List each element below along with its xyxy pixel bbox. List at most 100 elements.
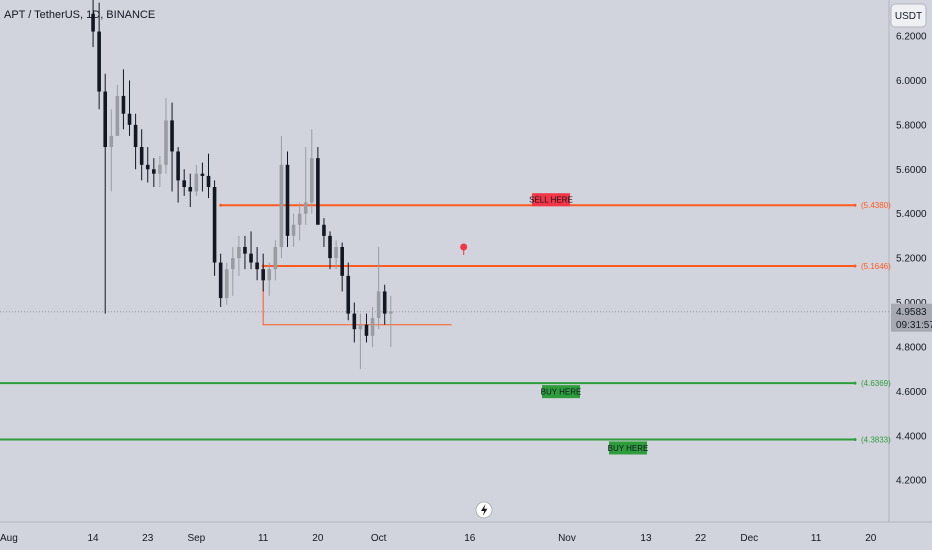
price-tick-label: 5.4000 [896, 209, 927, 220]
candle-body[interactable] [97, 31, 101, 92]
currency-button-label: USDT [895, 11, 922, 22]
level-anchor-dot [853, 381, 857, 385]
level-price-label: (5.4380) [861, 201, 891, 210]
time-tick-label: 23 [142, 533, 154, 544]
candle-body[interactable] [346, 275, 351, 314]
sell-here-tag[interactable] [532, 193, 570, 207]
price-tick-label: 6.2000 [896, 32, 927, 43]
time-tick-label: Nov [558, 533, 576, 544]
price-tick-label: 4.6000 [896, 387, 927, 398]
candle-body[interactable] [127, 113, 132, 125]
candle-body[interactable] [200, 173, 205, 176]
price-tick-label: 5.8000 [896, 120, 927, 131]
symbol-title: APT / TetherUS, 1D, BINANCE [4, 9, 155, 21]
alert-marker[interactable] [460, 243, 468, 251]
candle-body[interactable] [212, 187, 217, 263]
candle-body[interactable] [358, 324, 363, 330]
candle-body[interactable] [382, 291, 387, 314]
candle-body[interactable] [103, 91, 108, 148]
candle-body[interactable] [267, 269, 272, 281]
level-anchor-dot [219, 203, 223, 207]
level-anchor-dot [853, 437, 857, 441]
level-tag-label: BUY HERE [541, 388, 582, 397]
level-anchor-dot [853, 264, 857, 268]
lightning-glyph [481, 504, 488, 516]
buy-here-tag[interactable] [609, 441, 647, 455]
current-price-box [891, 303, 932, 332]
price-tick-label: 5.0000 [896, 298, 927, 309]
time-tick-label: Sep [187, 533, 205, 544]
level-price-label: (4.6369) [861, 379, 891, 388]
candle-body[interactable] [285, 164, 290, 236]
time-tick-label: 14 [87, 533, 99, 544]
level-price-label: (4.3833) [861, 435, 891, 444]
time-tick-label: 20 [865, 533, 877, 544]
candle-body[interactable] [231, 258, 235, 270]
level-price-label: (5.1646) [861, 262, 891, 271]
candle-body[interactable] [237, 246, 241, 259]
time-tick-label: 11 [258, 533, 269, 544]
candle-body[interactable] [206, 175, 211, 188]
current-price-label: 4.9583 [896, 307, 927, 318]
buy-here-tag[interactable] [542, 385, 580, 399]
candle-body[interactable] [370, 318, 375, 336]
candle-body[interactable] [364, 324, 369, 336]
candle-body[interactable] [255, 262, 259, 270]
candle-body[interactable] [303, 202, 308, 214]
time-tick-label: Dec [740, 533, 758, 544]
price-tick-label: 4.2000 [896, 476, 927, 487]
candle-body[interactable] [91, 13, 95, 32]
candle-body[interactable] [328, 235, 332, 259]
candle-body[interactable] [218, 262, 223, 299]
candle-body[interactable] [376, 291, 381, 319]
candle-body[interactable] [340, 246, 344, 276]
candle-body[interactable] [152, 169, 156, 174]
candle-body[interactable] [224, 269, 229, 299]
candle-body[interactable] [176, 151, 180, 181]
countdown-label: 09:31:57 [896, 320, 932, 331]
candle-body[interactable] [133, 124, 138, 148]
candle-body[interactable] [352, 313, 357, 330]
candle-body[interactable] [121, 95, 126, 114]
candle-body[interactable] [334, 246, 338, 259]
candle-body[interactable] [249, 253, 253, 263]
candle-body[interactable] [170, 120, 174, 152]
candle-body[interactable] [139, 147, 144, 165]
currency-button[interactable] [890, 3, 927, 28]
price-tick-label: 6.0000 [896, 76, 927, 87]
candle-body[interactable] [261, 269, 265, 281]
time-tick-label: 22 [695, 533, 707, 544]
time-tick-label: Aug [0, 533, 18, 544]
candle-body[interactable] [316, 158, 320, 225]
level-tag-label: SELL HERE [529, 196, 573, 205]
candle-body[interactable] [115, 95, 120, 136]
candle-body[interactable] [291, 224, 296, 236]
candle-body[interactable] [273, 246, 278, 270]
time-tick-label: 16 [464, 533, 476, 544]
time-tick-label: 11 [811, 533, 822, 544]
price-tick-label: 4.4000 [896, 431, 927, 442]
candle-body[interactable] [145, 164, 150, 170]
time-tick-label: 13 [640, 533, 652, 544]
candle-body[interactable] [388, 311, 393, 314]
candle-body[interactable] [297, 213, 302, 225]
price-tick-label: 4.8000 [896, 342, 927, 353]
candle-body[interactable] [309, 158, 314, 203]
level-tag-label: BUY HERE [608, 444, 649, 453]
candle-body[interactable] [188, 187, 193, 192]
price-tick-label: 5.6000 [896, 165, 927, 176]
candle-body[interactable] [158, 164, 162, 174]
price-tick-label: 5.2000 [896, 254, 927, 265]
candle-body[interactable] [243, 246, 247, 254]
candle-body[interactable] [164, 120, 168, 165]
time-tick-label: 20 [312, 533, 324, 544]
time-tick-label: Oct [371, 533, 387, 544]
candle-body[interactable] [322, 224, 326, 236]
candle-body[interactable] [182, 180, 186, 188]
candle-body[interactable] [194, 173, 199, 192]
candle-body[interactable] [109, 135, 114, 148]
candle-body[interactable] [279, 164, 284, 247]
